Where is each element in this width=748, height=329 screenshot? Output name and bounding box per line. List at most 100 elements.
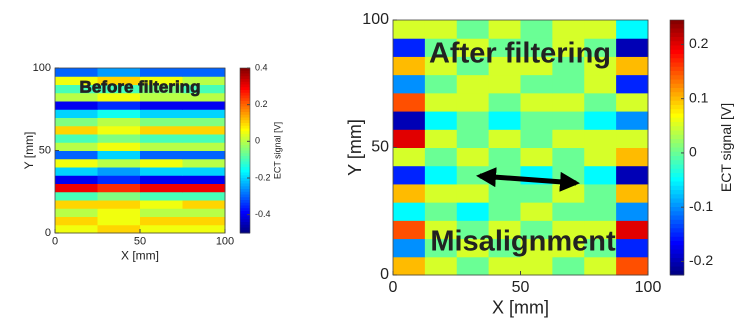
heatmap-cell xyxy=(488,202,521,221)
colorbar-segment xyxy=(240,175,250,179)
heatmap-cell xyxy=(520,111,553,130)
colorbar-segment xyxy=(240,169,250,173)
heatmap-cell xyxy=(520,74,553,94)
colorbar-segment xyxy=(240,150,250,154)
heatmap-cell xyxy=(97,117,141,127)
colorbar-segment xyxy=(240,123,250,127)
annotation: Misalignment xyxy=(430,226,616,258)
heatmap-cell xyxy=(393,147,426,167)
heatmap-cell xyxy=(552,20,585,39)
x-tick-label: 50 xyxy=(512,279,530,296)
colorbar-segment xyxy=(240,76,250,80)
colorbar-segment xyxy=(670,113,684,119)
heatmap-cell xyxy=(584,74,617,94)
heatmap-cell xyxy=(393,56,426,76)
heatmap-cell xyxy=(140,142,183,151)
heatmap-cell xyxy=(182,175,226,184)
colorbar-segment xyxy=(240,194,250,198)
heatmap-cell xyxy=(140,92,183,102)
colorbar-segment xyxy=(240,202,250,206)
heatmap-cell xyxy=(488,20,521,39)
heatmap-cell xyxy=(97,92,141,102)
colorbar-segment xyxy=(240,227,250,231)
colorbar-segment xyxy=(670,185,684,191)
heatmap-cell xyxy=(456,74,490,94)
heatmap-cell xyxy=(456,56,490,76)
heatmap-cell xyxy=(456,147,490,167)
colorbar-segment xyxy=(240,183,250,187)
heatmap-cell xyxy=(456,220,490,240)
x-tick-label: 0 xyxy=(52,236,58,248)
colorbar-segment xyxy=(240,101,250,105)
colorbar-segment xyxy=(670,181,684,187)
heatmap-cell xyxy=(55,216,98,226)
colorbar-segment xyxy=(670,224,684,229)
heatmap-cell xyxy=(97,167,141,176)
heatmap-cell xyxy=(520,202,553,221)
colorbar-segment xyxy=(670,156,684,161)
heatmap-cell xyxy=(424,111,458,130)
colorbar-tick-label: 0 xyxy=(689,144,697,160)
heatmap-cell xyxy=(140,216,183,226)
colorbar-segment xyxy=(240,112,250,116)
heatmap-cell xyxy=(393,74,426,94)
heatmap-cell xyxy=(182,200,226,209)
colorbar-segment xyxy=(670,219,684,225)
heatmap-cell xyxy=(182,125,226,135)
heatmap-cell xyxy=(140,191,183,201)
colorbar-segment xyxy=(240,164,250,168)
heatmap-cell xyxy=(488,92,521,112)
colorbar-segment xyxy=(670,202,684,208)
heatmap-cell xyxy=(424,220,458,240)
colorbar-segment xyxy=(240,128,250,132)
colorbar-segment xyxy=(240,92,250,96)
colorbar-segment xyxy=(670,143,684,148)
heatmap-cell xyxy=(182,208,226,217)
heatmap-cell xyxy=(55,125,98,135)
colorbar-segment xyxy=(670,151,684,157)
heatmap-cell xyxy=(584,202,617,221)
heatmap-cell xyxy=(140,68,183,77)
heatmap-cell xyxy=(552,220,585,240)
heatmap-cell xyxy=(97,134,141,143)
heatmap-cell xyxy=(55,167,98,176)
heatmap-cell xyxy=(97,158,141,168)
colorbar-segment xyxy=(240,120,250,124)
heatmap-cell xyxy=(393,202,426,221)
colorbar-segment xyxy=(670,105,684,110)
colorbar-segment xyxy=(240,81,250,85)
heatmap-cell xyxy=(140,109,183,118)
colorbar-segment xyxy=(240,68,250,72)
heatmap-cell xyxy=(456,238,490,258)
colorbar-segment xyxy=(240,139,250,143)
colorbar-segment xyxy=(240,178,250,182)
heatmap-cell xyxy=(584,111,617,130)
heatmap-cell xyxy=(55,117,98,127)
heatmap-cell xyxy=(520,256,553,276)
colorbar-segment xyxy=(670,173,684,178)
annotation: Before filtering xyxy=(80,77,201,96)
heatmap-cell xyxy=(97,150,141,160)
heatmap-cell xyxy=(552,74,585,94)
heatmap-cell xyxy=(97,216,141,226)
y-tick-label: 50 xyxy=(371,139,389,156)
heatmap-cell xyxy=(55,101,98,110)
colorbar-segment xyxy=(240,87,250,91)
colorbar-segment xyxy=(670,177,684,182)
heatmap-cell xyxy=(616,129,649,148)
colorbar-segment xyxy=(670,109,684,114)
colorbar-segment xyxy=(240,156,250,160)
colorbar-segment xyxy=(240,109,250,113)
colorbar-segment xyxy=(670,117,684,123)
heatmap-cell xyxy=(552,111,585,130)
colorbar-segment xyxy=(670,32,684,38)
colorbar-tick-label: 0.2 xyxy=(689,35,709,51)
heatmap-cell xyxy=(456,38,490,57)
colorbar-segment xyxy=(240,95,250,99)
heatmap-cell xyxy=(182,68,226,77)
colorbar-segment xyxy=(670,241,684,246)
heatmap-cell xyxy=(140,125,183,135)
colorbar-segment xyxy=(240,208,250,212)
colorbar-segment xyxy=(240,186,250,190)
